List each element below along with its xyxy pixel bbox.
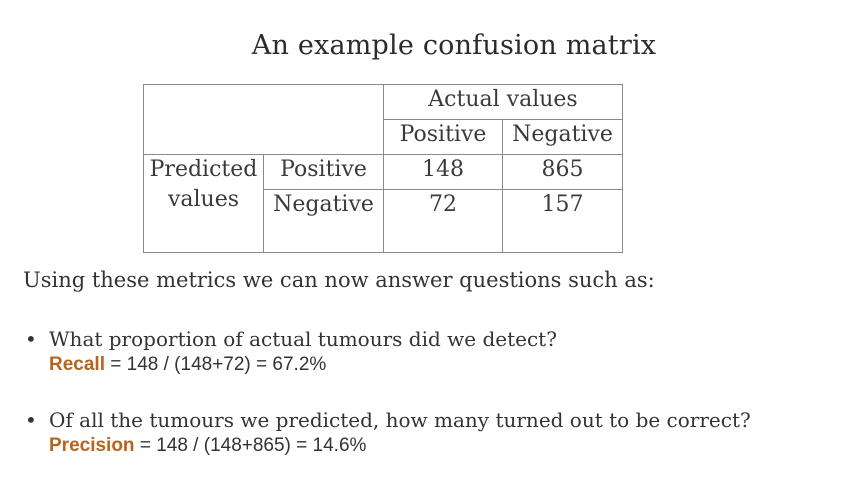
matrix-corner-cell — [143, 84, 384, 155]
true-positive-cell: 148 — [383, 154, 503, 190]
question-text: Of all the tumours we predicted, how man… — [49, 408, 751, 432]
false-negative-cell: 72 — [383, 189, 503, 253]
false-positive-cell: 865 — [502, 154, 623, 190]
precision-term: Precision — [49, 435, 135, 456]
question-text: What proportion of actual tumours did we… — [49, 327, 557, 351]
actual-positive-header: Positive — [383, 119, 503, 155]
recall-expression: = 148 / (148+72) = 67.2% — [104, 354, 327, 375]
recall-formula: Recall = 148 / (148+72) = 67.2% — [49, 354, 326, 376]
true-negative-cell: 157 — [502, 189, 623, 253]
intro-text: Using these metrics we can now answer qu… — [23, 268, 655, 292]
confusion-matrix-table: Actual values Positive Negative Predicte… — [143, 84, 623, 253]
predicted-positive-header: Positive — [263, 154, 384, 190]
precision-expression: = 148 / (148+865) = 14.6% — [134, 435, 367, 456]
bullet-dot-icon: • — [25, 408, 37, 432]
precision-formula: Precision = 148 / (148+865) = 14.6% — [49, 435, 366, 457]
actual-values-header: Actual values — [383, 84, 623, 120]
bullet-dot-icon: • — [25, 327, 37, 351]
recall-term: Recall — [49, 354, 105, 375]
predicted-negative-header: Negative — [263, 189, 384, 253]
actual-negative-header: Negative — [502, 119, 623, 155]
predicted-values-header: Predicted values — [143, 154, 264, 253]
slide-title: An example confusion matrix — [251, 30, 657, 61]
